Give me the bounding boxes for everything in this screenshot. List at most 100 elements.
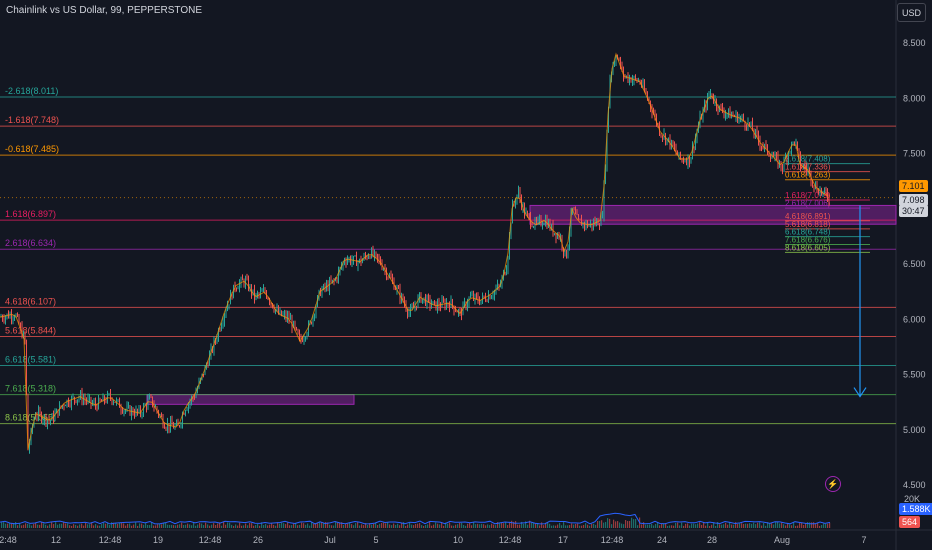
volume-bar [73, 524, 75, 528]
volume-bar [261, 522, 263, 528]
volume-bar [567, 525, 569, 528]
time-tick-label: 12:48 [99, 535, 122, 545]
volume-bar [689, 525, 691, 528]
volume-bar [713, 522, 715, 528]
volume-bar [103, 522, 105, 528]
volume-bar [757, 522, 759, 528]
fib-zone [146, 394, 355, 405]
volume-bar [153, 525, 155, 528]
volume-bar [801, 522, 803, 528]
volume-bar [189, 524, 191, 528]
volume-bar [435, 522, 437, 528]
time-tick-label: 5 [373, 535, 378, 545]
volume-bar [717, 522, 719, 528]
volume-bar [41, 522, 43, 528]
fib-level-label: -2.618(8.011) [5, 86, 58, 96]
volume-bar [17, 525, 19, 528]
volume-bar [557, 524, 559, 528]
volume-bar [661, 523, 663, 528]
volume-bar [53, 524, 55, 528]
volume-bar [671, 525, 673, 528]
volume-bar [703, 522, 705, 528]
volume-bar [773, 524, 775, 528]
volume-bar [603, 522, 605, 528]
volume-bar [781, 522, 783, 528]
volume-bar [227, 522, 229, 528]
volume-bar [465, 525, 467, 528]
volume-bar [267, 525, 269, 528]
volume-bar [649, 524, 651, 528]
volume-bar [119, 522, 121, 528]
volume-bar [421, 525, 423, 528]
time-tick-label: 26 [253, 535, 263, 545]
volume-bar [81, 523, 83, 528]
volume-bar [565, 525, 567, 528]
fib-level-label: -0.618(7.485) [5, 144, 59, 154]
volume-bar [101, 524, 103, 528]
volume-bar [537, 523, 539, 528]
volume-bar [411, 524, 413, 528]
volume-bar [265, 524, 267, 528]
volume-bar [753, 522, 755, 528]
volume-bar [229, 522, 231, 528]
volume-bar [149, 525, 151, 528]
volume-bar [225, 524, 227, 528]
volume-bar [97, 525, 99, 528]
volume-bar [301, 522, 303, 528]
volume-bar [325, 522, 327, 528]
volume-bar [347, 523, 349, 528]
volume-bar [9, 523, 11, 528]
volume-bar [233, 525, 235, 528]
time-tick-label: 2:48 [0, 535, 17, 545]
volume-bar [615, 521, 617, 528]
volume-bar [311, 522, 313, 528]
volume-bar [45, 524, 47, 528]
volume-bar [477, 523, 479, 528]
time-tick-label: Jul [324, 535, 336, 545]
volume-bar [13, 523, 15, 528]
volume-bar [163, 522, 165, 528]
fib-level-label: -1.618(7.748) [5, 115, 59, 125]
volume-bar [61, 523, 63, 528]
volume-bar [391, 525, 393, 528]
volume-bar [345, 523, 347, 528]
volume-bar [555, 525, 557, 528]
volume-bar [425, 524, 427, 528]
volume-top-label: 20K [904, 494, 921, 504]
volume-bar [497, 522, 499, 528]
volume-bar [87, 524, 89, 528]
volume-bar [685, 523, 687, 528]
currency-button[interactable]: USD [897, 3, 926, 22]
volume-bar [655, 524, 657, 528]
volume-bar [129, 523, 131, 528]
volume-bar [657, 522, 659, 528]
volume-bar [25, 523, 27, 528]
volume-bar [21, 525, 23, 528]
volume-bar [289, 525, 291, 528]
volume-bar [549, 523, 551, 528]
volume-bar [547, 522, 549, 528]
volume-bar [293, 523, 295, 528]
volume-bar [673, 525, 675, 528]
volume-bar [91, 522, 93, 528]
volume-bar [5, 523, 7, 528]
time-tick-label: 28 [707, 535, 717, 545]
volume-bar [51, 522, 53, 528]
volume-bar [19, 523, 21, 528]
volume-bar [625, 520, 627, 528]
volume-bar [697, 523, 699, 528]
volume-bar [255, 525, 257, 528]
volume-bar [741, 523, 743, 528]
price-tick-label: 6.500 [903, 259, 926, 269]
volume-bar [221, 525, 223, 528]
volume-bar [355, 523, 357, 528]
volume-bar [275, 525, 277, 528]
volume-bar [181, 522, 183, 528]
volume-bar [219, 522, 221, 528]
fib-level-label: 6.618(5.581) [5, 355, 56, 365]
volume-bar [79, 524, 81, 528]
volume-bar [353, 525, 355, 528]
volume-bar [351, 524, 353, 528]
lightning-icon[interactable]: ⚡ [825, 476, 841, 492]
